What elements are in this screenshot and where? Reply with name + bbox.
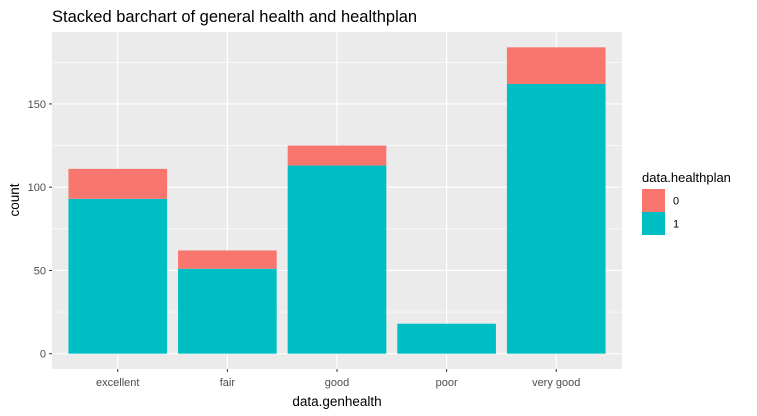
- bar-segment: [397, 323, 496, 354]
- y-tick-label: 0: [40, 349, 46, 361]
- y-axis-title: count: [7, 183, 22, 216]
- y-axis-ticks: 0 50 100 150: [28, 99, 52, 361]
- legend-key: [642, 212, 665, 235]
- x-tick-label: fair: [220, 377, 236, 389]
- bars-group: [68, 47, 606, 354]
- legend-title: data.healthplan: [642, 170, 731, 185]
- legend: data.healthplan 01: [642, 170, 731, 235]
- bar-segment: [178, 268, 277, 354]
- bar-segment: [287, 165, 387, 354]
- y-tick-label: 150: [28, 99, 46, 111]
- x-tick-label: poor: [436, 377, 458, 389]
- legend-label: 1: [673, 219, 679, 231]
- bar-segment: [178, 250, 277, 269]
- y-tick-label: 100: [28, 182, 46, 194]
- bar-segment: [287, 145, 387, 166]
- bar-segment: [68, 198, 168, 354]
- legend-items: 01: [642, 189, 679, 235]
- legend-label: 0: [673, 196, 679, 208]
- bar-segment: [506, 83, 606, 354]
- bar-segment: [68, 168, 168, 199]
- chart-title: Stacked barchart of general health and h…: [52, 8, 417, 26]
- x-tick-label: excellent: [96, 377, 139, 389]
- x-tick-label: good: [325, 377, 349, 389]
- y-tick-label: 50: [34, 265, 46, 277]
- bar-segment: [506, 47, 606, 84]
- x-axis-title: data.genhealth: [292, 394, 381, 409]
- x-axis-ticks: excellent fair good poor very good: [96, 369, 580, 389]
- x-tick-label: very good: [532, 377, 580, 389]
- legend-key: [642, 189, 665, 212]
